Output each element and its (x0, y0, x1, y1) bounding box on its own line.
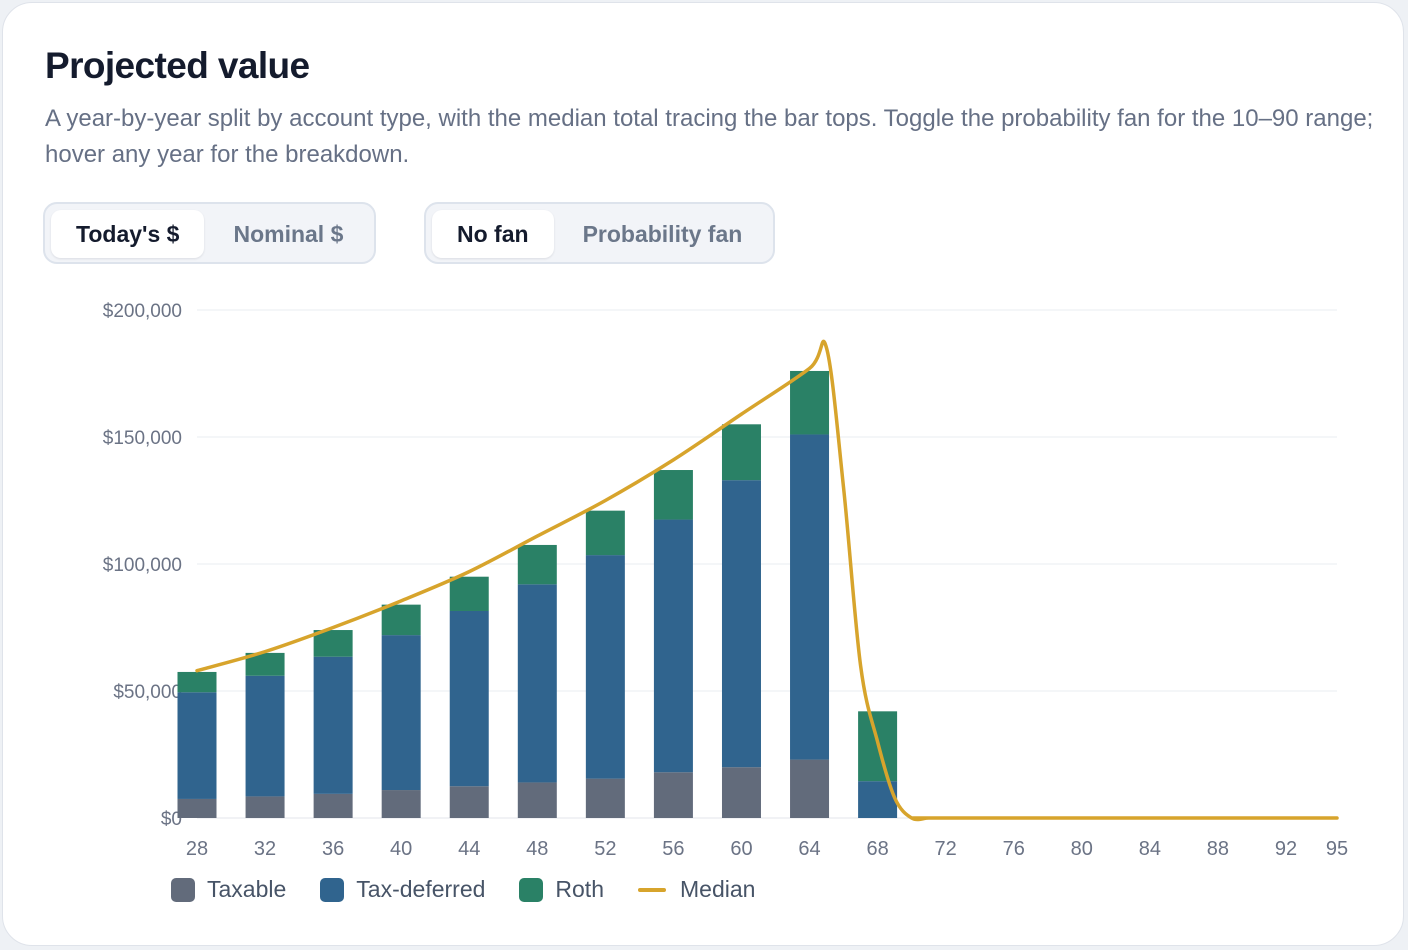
todays-dollars-option[interactable]: Today's $ (51, 210, 205, 258)
bar-roth-32 (245, 652, 285, 676)
bar-roth-56 (653, 470, 693, 520)
bar-roth-64 (790, 370, 830, 435)
x-tick-label: 32 (254, 838, 276, 860)
legend-label-median: Median (680, 876, 756, 902)
x-tick-label: 92 (1275, 838, 1297, 860)
bar-roth-36 (313, 630, 353, 657)
bar-roth-40 (381, 604, 421, 636)
bar-roth-28 (177, 671, 217, 693)
x-tick-label: 56 (662, 838, 684, 860)
currency-toggle: Today's $ Nominal $ (43, 202, 377, 264)
median-line (195, 339, 1339, 822)
bar-taxable-56 (653, 772, 693, 818)
x-tick-label: 72 (935, 838, 957, 860)
x-tick-label: 36 (322, 838, 344, 860)
bar-taxable-64 (790, 759, 830, 818)
y-tick-label: $0 (161, 809, 182, 830)
bar-tax-deferred-32 (245, 675, 285, 797)
legend-label-taxable: Taxable (207, 876, 287, 902)
nominal-dollars-option[interactable]: Nominal $ (233, 221, 344, 247)
bar-roth-48 (517, 544, 557, 585)
legend-label-roth: Roth (555, 876, 604, 902)
x-tick-label: 60 (730, 838, 752, 860)
y-tick-label: $100,000 (103, 555, 182, 576)
x-tick-label: 68 (866, 838, 888, 860)
legend-swatch-median (638, 887, 666, 892)
bar-tax-deferred-40 (381, 635, 421, 791)
bar-taxable-40 (381, 790, 421, 818)
bar-taxable-28 (177, 798, 217, 818)
bar-taxable-44 (449, 786, 489, 818)
bar-roth-60 (721, 424, 761, 481)
bar-taxable-48 (517, 782, 557, 818)
legend-item-median: Median (638, 876, 755, 903)
bar-taxable-36 (313, 793, 353, 818)
bar-taxable-32 (245, 796, 285, 818)
x-tick-label: 95 (1326, 838, 1348, 860)
bar-tax-deferred-48 (517, 584, 557, 783)
bar-roth-52 (585, 510, 625, 556)
legend-label-tax-deferred: Tax-deferred (356, 876, 486, 902)
x-tick-label: 40 (390, 838, 412, 860)
probability-fan-option[interactable]: Probability fan (582, 221, 743, 247)
x-tick-label: 52 (594, 838, 616, 860)
x-tick-label: 64 (798, 838, 820, 860)
y-tick-label: $50,000 (113, 682, 182, 703)
x-tick-label: 28 (186, 838, 208, 860)
bar-tax-deferred-64 (790, 434, 830, 760)
chart-legend: Taxable Tax-deferred Roth Median (171, 876, 789, 903)
chart-description: A year-by-year split by account type, wi… (45, 105, 1374, 168)
x-tick-label: 44 (458, 838, 480, 860)
legend-item-taxable: Taxable (171, 876, 286, 903)
x-tick-label: 88 (1207, 838, 1229, 860)
legend-swatch-roth (519, 877, 544, 902)
legend-swatch-tax-deferred (320, 877, 345, 902)
x-tick-label: 84 (1139, 838, 1161, 860)
no-fan-option[interactable]: No fan (432, 210, 554, 258)
bar-tax-deferred-36 (313, 656, 353, 794)
x-tick-label: 76 (1003, 838, 1025, 860)
x-tick-label: 80 (1071, 838, 1093, 860)
y-tick-label: $150,000 (103, 428, 182, 449)
bar-taxable-60 (721, 767, 761, 818)
bar-tax-deferred-28 (177, 692, 217, 799)
bar-tax-deferred-52 (585, 555, 625, 779)
legend-item-tax-deferred: Tax-deferred (320, 876, 485, 903)
bar-tax-deferred-60 (721, 480, 761, 768)
y-tick-label: $200,000 (103, 301, 182, 322)
page-title: Projected value (45, 45, 310, 86)
legend-item-roth: Roth (519, 876, 604, 903)
x-tick-label: 48 (526, 838, 548, 860)
legend-swatch-taxable (171, 877, 195, 902)
bar-tax-deferred-44 (449, 610, 489, 787)
bar-taxable-52 (585, 778, 625, 818)
bar-roth-44 (449, 576, 489, 611)
bar-tax-deferred-56 (653, 519, 693, 773)
fan-toggle: No fan Probability fan (424, 202, 776, 264)
